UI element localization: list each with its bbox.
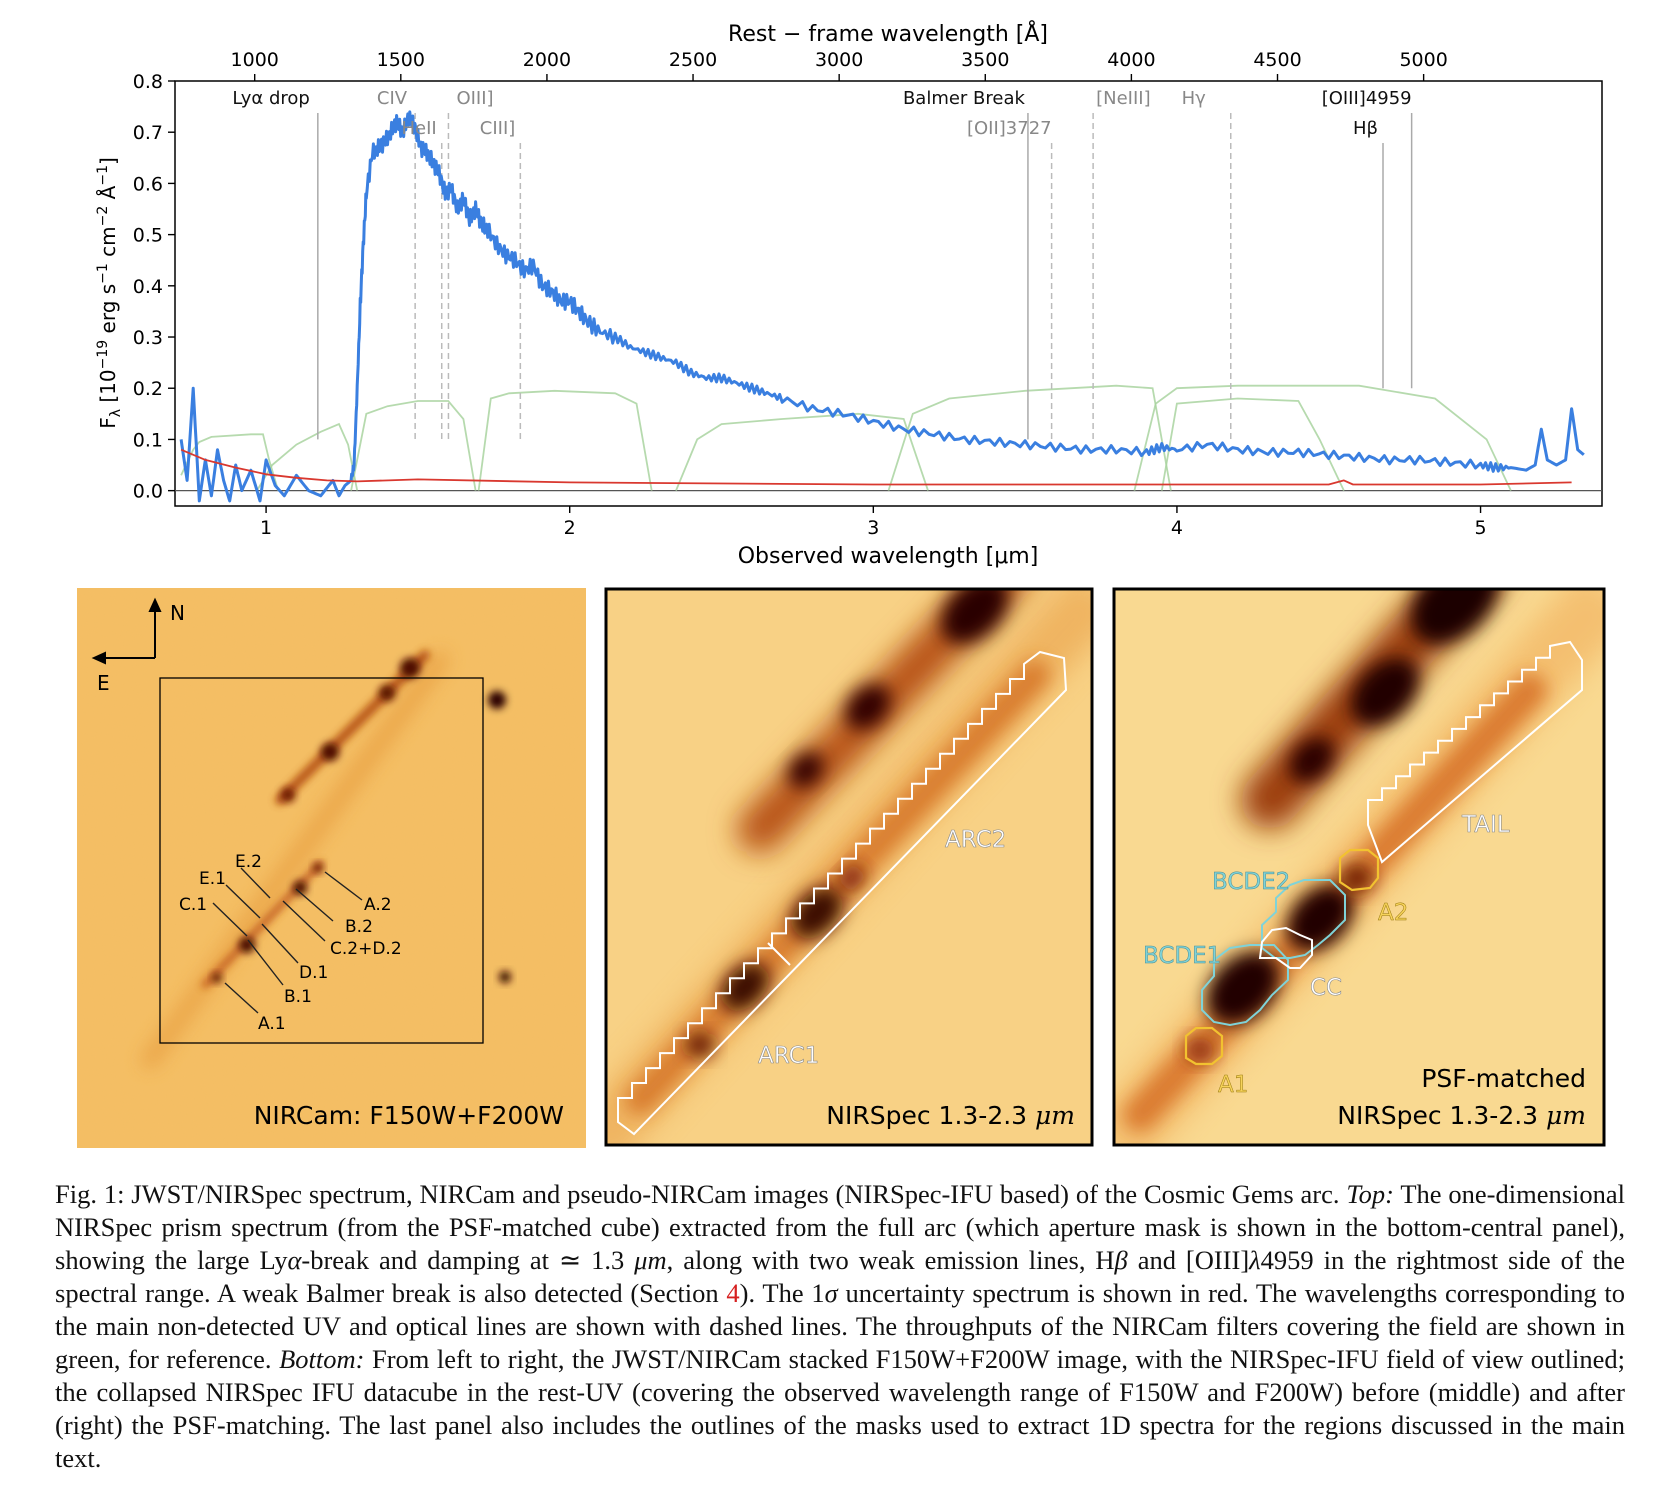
region-label-a1: A1 <box>1218 1072 1248 1098</box>
uncertainty-series <box>180 448 1572 486</box>
filter-curve-7 <box>1133 384 1512 491</box>
y-tick-label-7: 0.6 <box>133 173 163 195</box>
line-label-10: Hβ <box>1353 118 1378 139</box>
clump-label-e1: E.1 <box>199 869 226 889</box>
psf-matched-image-panel: TAIL BCDE2 BCDE1 A2 CC A1 PSF-matched NI… <box>1112 587 1606 1147</box>
region-label-arc2: ARC2 <box>945 827 1006 853</box>
filter-curve-1 <box>180 433 280 491</box>
mask-a2 <box>1338 848 1380 892</box>
line-label-3: HeII <box>401 118 436 139</box>
region-label-arc1: ARC1 <box>758 1043 819 1069</box>
x-tick-label-4: 4 <box>1171 517 1183 539</box>
region-label-a2: A2 <box>1378 900 1408 926</box>
filter-curve-2 <box>256 422 359 492</box>
y-tick-label-6: 0.5 <box>133 225 163 247</box>
mask-bcde2 <box>1261 879 1346 959</box>
y-tick-label-9: 0.8 <box>133 71 163 93</box>
top-tick-label-5: 3000 <box>815 49 863 71</box>
region-label-tail: TAIL <box>1461 812 1510 838</box>
mask-cc <box>1258 926 1313 969</box>
x-tick-label-5: 5 <box>1475 517 1487 539</box>
nircam-panel-label: NIRCam: F150W+F200W <box>254 1101 564 1130</box>
line-label-11: [OIII]4959 <box>1322 88 1412 109</box>
top-axis-label: Rest − frame wavelength [Å] <box>728 20 1048 47</box>
clump-label-c2d2: C.2+D.2 <box>330 939 402 959</box>
mask-a1 <box>1184 1026 1224 1066</box>
x-tick-label-3: 3 <box>867 517 879 539</box>
clump-label-e2: E.2 <box>235 852 262 872</box>
y-tick-label-5: 0.4 <box>133 276 163 298</box>
filter-curve-3 <box>350 400 477 491</box>
region-label-bcde1: BCDE1 <box>1143 943 1221 969</box>
x-tick-label-1: 1 <box>260 517 272 539</box>
top-tick-label-1: 1000 <box>231 49 279 71</box>
filter-curve-4 <box>477 389 653 491</box>
line-label-1: Lyα drop <box>232 88 309 109</box>
clump-label-a1: A.1 <box>258 1014 286 1034</box>
region-label-cc: CC <box>1310 975 1342 1001</box>
line-label-7: [OII]3727 <box>967 118 1052 139</box>
top-tick-label-2: 1500 <box>377 49 425 71</box>
figure-caption: Fig. 1: JWST/NIRSpec spectrum, NIRCam an… <box>55 1179 1626 1473</box>
ifu-field-of-view <box>159 677 484 1044</box>
filter-curve-6 <box>887 384 1172 491</box>
top-tick-label-7: 4000 <box>1107 49 1155 71</box>
x-axis-label: Observed wavelength [μm] <box>738 544 1039 569</box>
top-tick-label-4: 2500 <box>669 49 717 71</box>
y-tick-label-1: 0.0 <box>133 481 163 503</box>
y-tick-label-8: 0.7 <box>133 122 163 144</box>
spectrum-plot: Lyα drop CIV HeII OIII] CIII] Balmer Break [OI… <box>95 20 1603 569</box>
flux-series <box>179 110 1585 503</box>
figure: Lyα drop CIV HeII OIII] CIII] Balmer Break [OI… <box>77 20 1606 1148</box>
clump-label-a2: A.2 <box>364 895 392 915</box>
arc-aperture-mask <box>617 650 1068 1136</box>
line-label-8: [NeIII] <box>1096 88 1151 109</box>
line-label-4: OIII] <box>456 88 493 109</box>
filter-curve-5 <box>675 412 929 491</box>
line-label-9: Hγ <box>1182 88 1207 109</box>
nirspec-image-panel: ARC2 ARC1 NIRSpec 1.3-2.3 μm <box>604 587 1094 1147</box>
compass <box>91 597 162 665</box>
filter-curve-8 <box>1160 397 1345 491</box>
x-tick-label-2: 2 <box>564 517 576 539</box>
mask-tail <box>1367 640 1583 864</box>
arc-split-line <box>767 942 791 966</box>
compass-east: E <box>97 671 110 695</box>
y-axis-label: Fλ [10−19 erg s−1 cm−2 Å−1] <box>95 157 124 429</box>
clump-label-c1: C.1 <box>179 895 207 915</box>
line-label-5: CIII] <box>480 118 516 139</box>
plot-frame <box>174 80 1603 507</box>
region-label-bcde2: BCDE2 <box>1212 869 1290 895</box>
nirspec-panel-label: NIRSpec 1.3-2.3 μm <box>826 1101 1075 1130</box>
plot-axes: Lyα drop CIV HeII OIII] CIII] Balmer Break [OI… <box>133 49 1487 539</box>
top-tick-label-6: 3500 <box>961 49 1009 71</box>
psf-nirspec-label: NIRSpec 1.3-2.3 μm <box>1337 1101 1586 1130</box>
line-label-6: Balmer Break <box>903 88 1026 109</box>
y-tick-label-4: 0.3 <box>133 327 163 349</box>
y-tick-label-3: 0.2 <box>133 378 163 400</box>
clump-label-b1: B.1 <box>284 987 312 1007</box>
psf-matched-label: PSF-matched <box>1421 1064 1586 1093</box>
plot-content <box>175 110 1602 503</box>
nircam-image-panel: N E E.2 E.1 C.1 A.2 B.2 C.2+D.2 D.1 B.1 … <box>77 588 586 1148</box>
mask-bcde1 <box>1201 944 1289 1027</box>
clump-label-d1: D.1 <box>299 963 328 983</box>
clump-label-b2: B.2 <box>345 917 373 937</box>
compass-north: N <box>170 601 185 625</box>
top-tick-label-3: 2000 <box>523 49 571 71</box>
top-tick-label-9: 5000 <box>1399 49 1447 71</box>
y-tick-label-2: 0.1 <box>133 429 163 451</box>
line-label-2: CIV <box>377 88 408 109</box>
section-ref-link[interactable]: 4 <box>726 1278 740 1308</box>
top-tick-label-8: 4500 <box>1253 49 1301 71</box>
